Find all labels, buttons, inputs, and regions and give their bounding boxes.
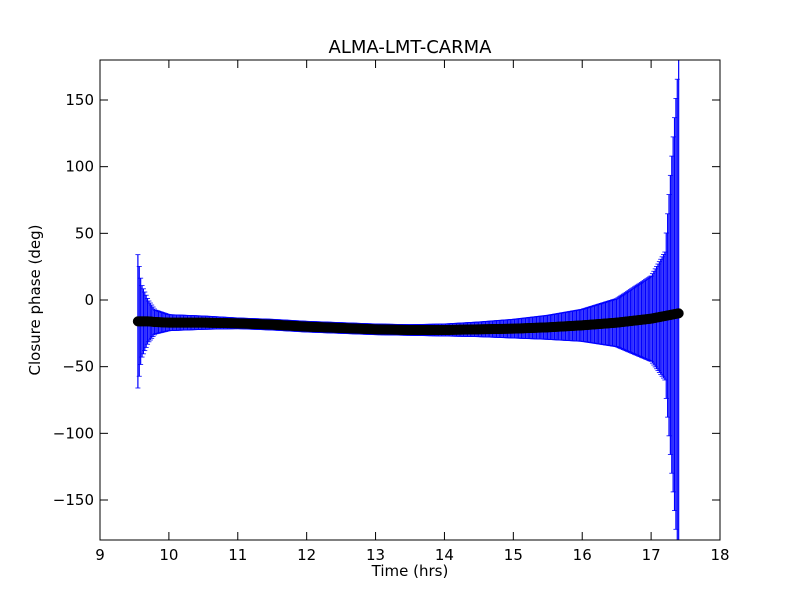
y-tick-label: −50 <box>62 358 94 376</box>
y-axis-label: Closure phase (deg) <box>26 225 44 376</box>
y-tick-label: 100 <box>65 158 94 176</box>
x-tick-label: 9 <box>95 546 105 564</box>
x-tick-label: 14 <box>435 546 454 564</box>
x-tick-label: 13 <box>366 546 385 564</box>
x-tick-label: 17 <box>642 546 661 564</box>
chart-title: ALMA-LMT-CARMA <box>329 37 493 58</box>
x-tick-label: 16 <box>573 546 592 564</box>
y-tick-label: −100 <box>53 424 94 442</box>
ticks-layer: 9 10 11 12 13 14 15 16 17 18 −150 −100 −50 0 50 100 150 <box>53 60 730 564</box>
y-tick-label: 50 <box>75 224 94 242</box>
series-layer <box>132 60 684 540</box>
x-tick-label: 12 <box>297 546 316 564</box>
x-tick-label: 15 <box>504 546 523 564</box>
x-tick-label: 18 <box>710 546 729 564</box>
x-axis-label: Time (hrs) <box>371 562 449 580</box>
y-tick-label: 150 <box>65 91 94 109</box>
x-tick-label: 11 <box>228 546 247 564</box>
x-tick-label: 10 <box>159 546 178 564</box>
data-point <box>673 308 684 319</box>
y-tick-label: −150 <box>53 491 94 509</box>
y-tick-label: 0 <box>84 291 94 309</box>
